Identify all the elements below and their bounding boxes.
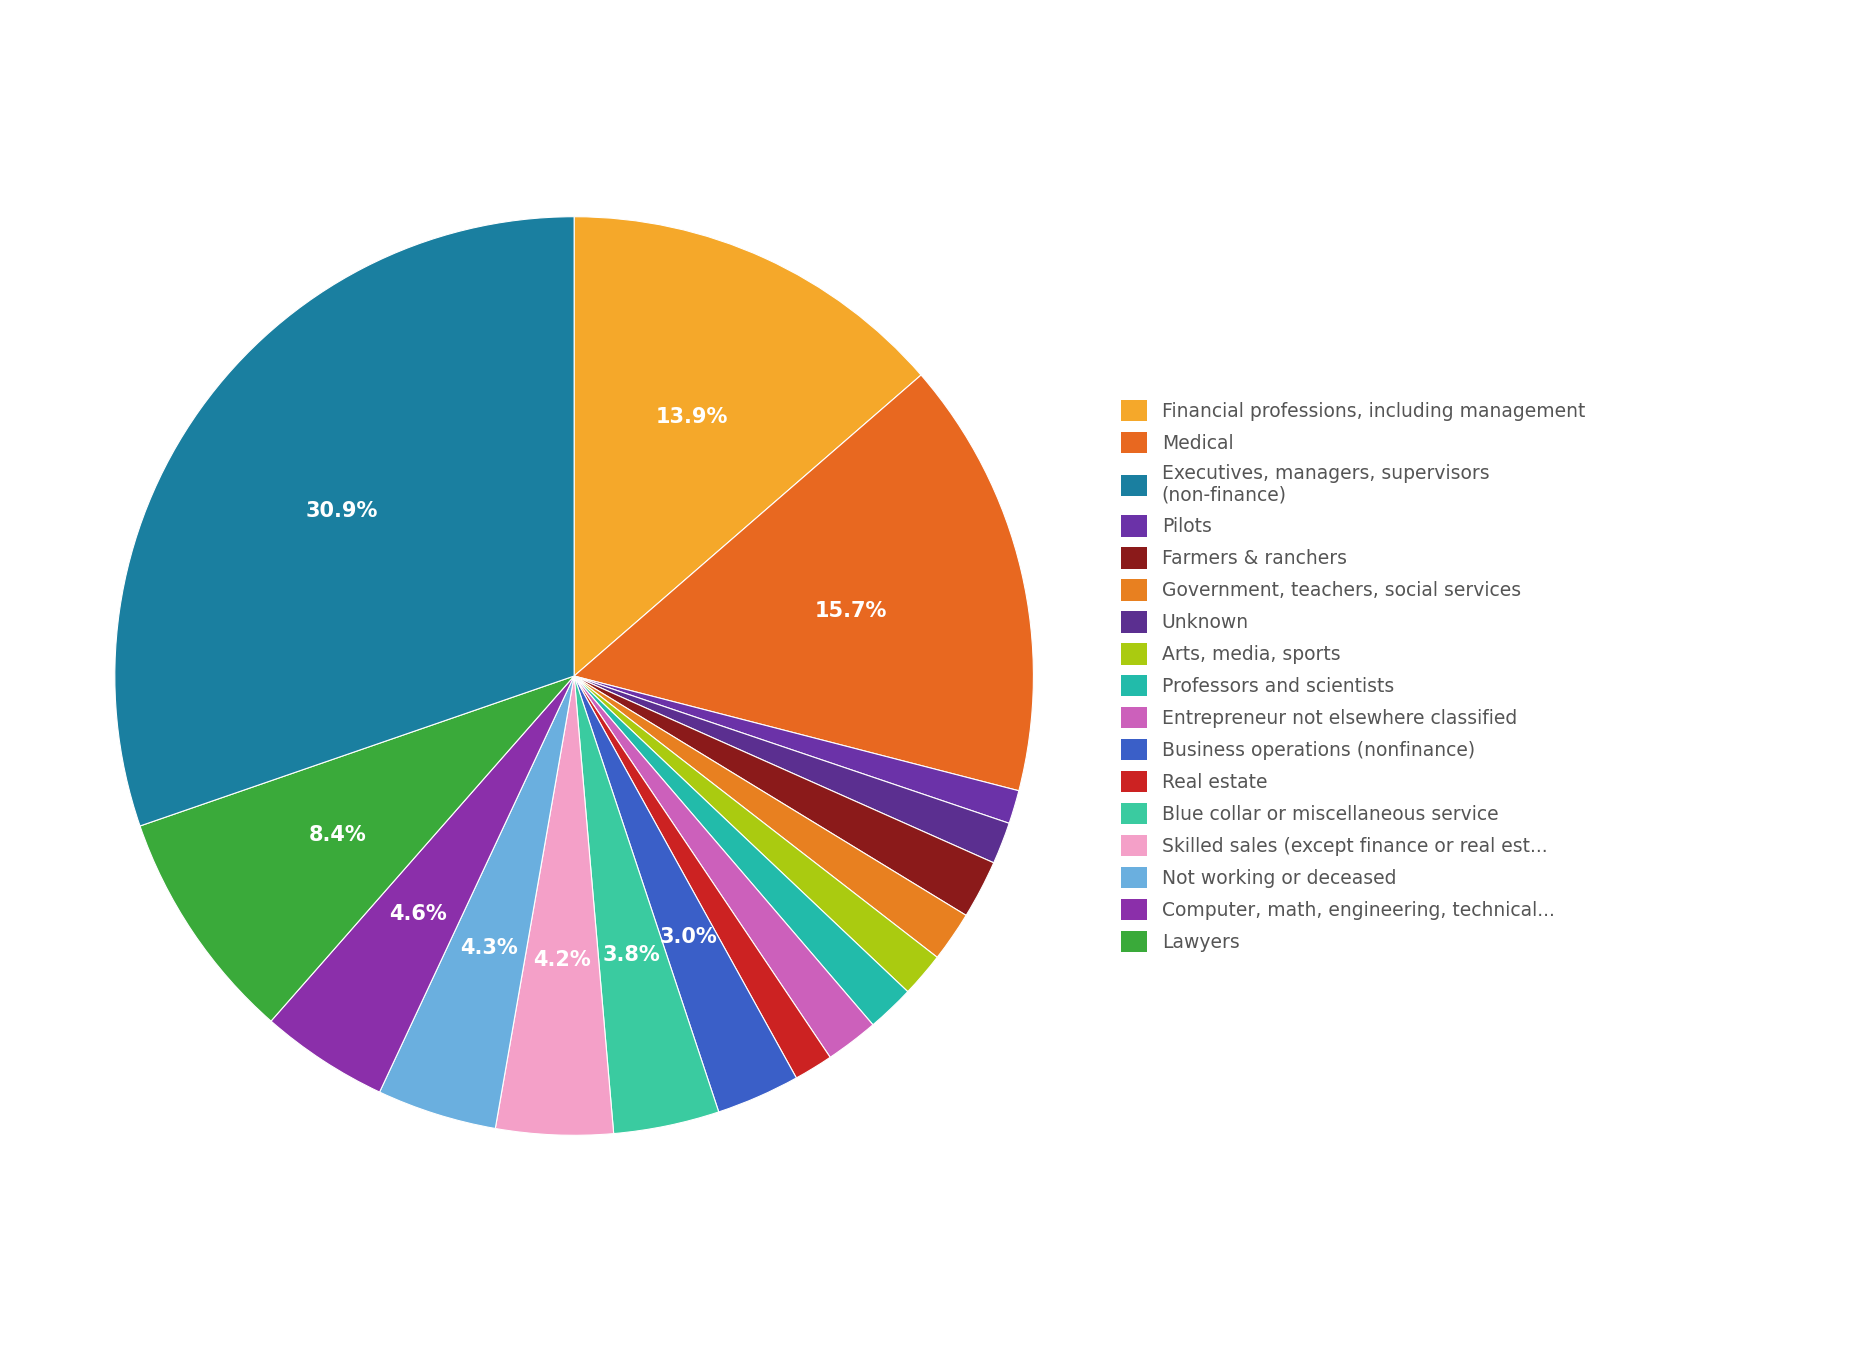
Wedge shape bbox=[574, 676, 967, 957]
Wedge shape bbox=[574, 676, 1019, 823]
Text: 4.6%: 4.6% bbox=[389, 904, 446, 925]
Wedge shape bbox=[380, 676, 574, 1129]
Wedge shape bbox=[574, 676, 995, 915]
Text: 8.4%: 8.4% bbox=[309, 825, 367, 845]
Wedge shape bbox=[574, 676, 872, 1057]
Text: 15.7%: 15.7% bbox=[815, 600, 887, 621]
Text: 3.0%: 3.0% bbox=[659, 927, 717, 946]
Text: 3.8%: 3.8% bbox=[602, 945, 661, 965]
Wedge shape bbox=[574, 676, 907, 1025]
Wedge shape bbox=[574, 676, 719, 1133]
Text: 30.9%: 30.9% bbox=[306, 500, 378, 521]
Legend: Financial professions, including management, Medical, Executives, managers, supe: Financial professions, including managem… bbox=[1120, 400, 1585, 952]
Wedge shape bbox=[494, 676, 613, 1136]
Wedge shape bbox=[574, 676, 937, 991]
Wedge shape bbox=[574, 375, 1033, 791]
Wedge shape bbox=[574, 216, 920, 676]
Text: 4.2%: 4.2% bbox=[533, 950, 591, 971]
Wedge shape bbox=[574, 676, 1009, 863]
Wedge shape bbox=[574, 676, 830, 1078]
Wedge shape bbox=[574, 676, 796, 1111]
Wedge shape bbox=[141, 676, 574, 1021]
Text: 4.3%: 4.3% bbox=[459, 938, 517, 957]
Wedge shape bbox=[270, 676, 574, 1092]
Wedge shape bbox=[115, 216, 574, 826]
Text: 13.9%: 13.9% bbox=[656, 407, 728, 427]
